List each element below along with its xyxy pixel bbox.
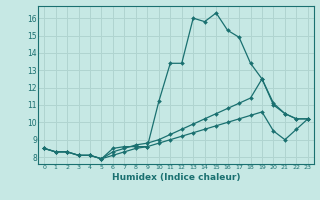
X-axis label: Humidex (Indice chaleur): Humidex (Indice chaleur): [112, 173, 240, 182]
